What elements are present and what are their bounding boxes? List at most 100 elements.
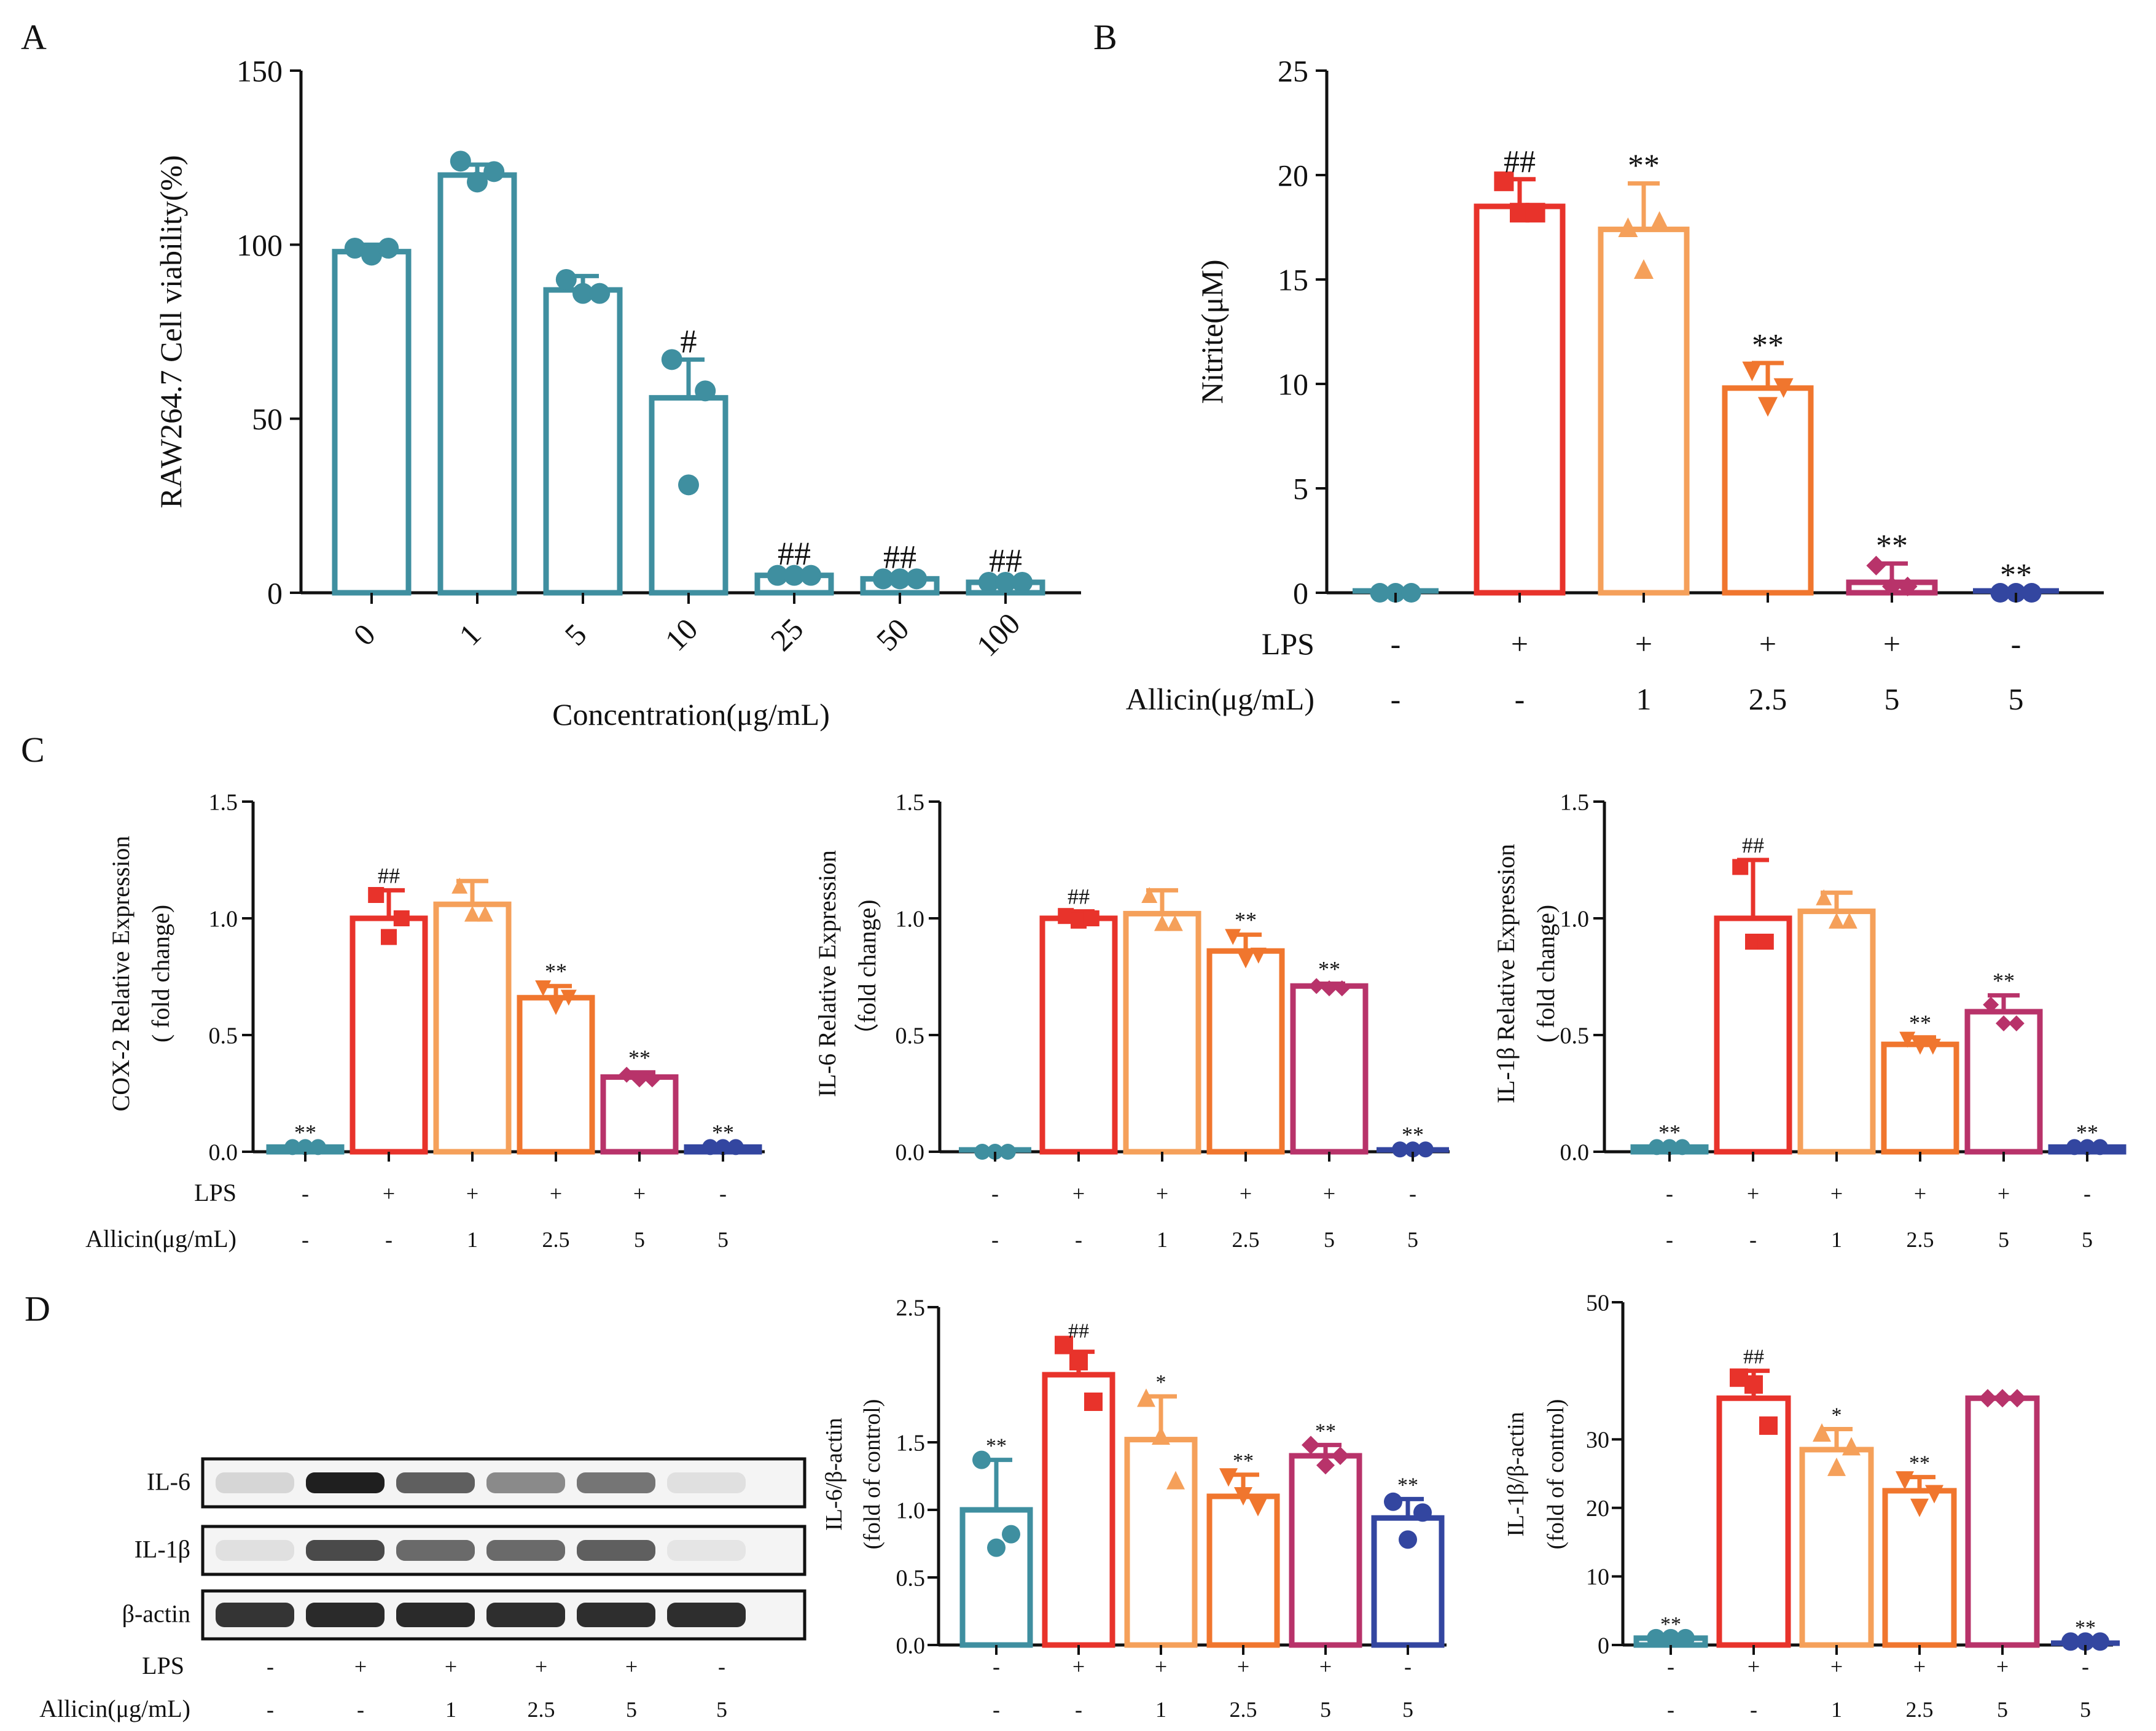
allicin-value: 5 [2009,682,2024,716]
y-tick-label: 5 [1293,472,1308,506]
y-axis-label-secondary: (fold of control) [1543,1399,1569,1550]
blot-band [667,1603,746,1627]
data-point [1662,1139,1678,1155]
allicin-value: - [1075,1227,1082,1252]
data-point [548,999,564,1015]
data-point [1647,1628,1665,1647]
significance-label: ## [1742,833,1764,858]
data-point [872,568,894,590]
significance-label: ** [1318,956,1340,981]
y-tick-label: 1.0 [209,906,238,932]
data-point [1249,1498,1267,1517]
lps-value: + [1998,1181,2010,1206]
significance-label: ## [989,542,1022,579]
significance-label: ** [1658,1120,1681,1144]
chart-d-il1b: 0 10 20 30 50 IL-1β/β-actin (fold of control) *… [1503,1290,2120,1659]
data-point [995,572,1016,593]
lps-value: + [1914,1181,1926,1206]
y-tick-label: 20 [1278,158,1308,193]
allicin-value: - [1750,1697,1757,1722]
allicin-value: - [385,1227,393,1252]
data-point [987,1538,1006,1557]
data-point [1316,1456,1335,1475]
blot-band [396,1472,475,1493]
y-tick-label: 100 [236,228,283,262]
lps-value: - [267,1654,274,1679]
x-tick-label: 1 [452,617,487,652]
lps-value: + [1748,1654,1760,1679]
data-point [2008,1015,2025,1031]
y-tick-label: 1.0 [896,1498,926,1523]
y-tick-label: 1.0 [896,906,925,932]
data-point [393,910,410,926]
allicin-label: Allicin(μg/mL) [1126,682,1314,716]
allicin-value: 2.5 [1232,1227,1260,1252]
data-point [368,887,385,903]
significance-label: ** [1993,968,2015,993]
lps-value: + [1913,1654,1926,1679]
lps-value: + [1319,1654,1332,1679]
panel-label-c: C [21,730,45,770]
lps-value: - [1666,1181,1673,1206]
blot-band-label: IL-1β [135,1536,190,1563]
data-point [619,1066,635,1083]
significance-label: ** [712,1120,734,1144]
significance-label: ## [778,535,811,572]
bar [1124,1437,1198,1648]
y-axis-label-secondary: （fold change) [853,899,881,1047]
lps-value: + [1240,1181,1252,1206]
significance-label: ** [1909,1452,1930,1475]
significance-label: ** [986,1435,1007,1458]
data-point [1238,952,1254,969]
data-point [1401,583,1421,603]
data-point [477,905,493,922]
allicin-value: 5 [1324,1227,1335,1252]
chart-a: 0 50 100 150 RAW264.7 Cell viability(%) 0 1 5 #1… [154,54,1081,732]
data-point [1649,1139,1665,1155]
bar [1474,203,1566,596]
data-point [1978,1389,1997,1408]
allicin-value: - [1667,1697,1674,1722]
y-axis-label-secondary: ( fold change) [147,905,174,1042]
data-point [560,990,577,1006]
data-point [1759,1416,1778,1435]
data-point [1494,171,1514,192]
allicin-value: 5 [1407,1227,1418,1252]
allicin-value: 5 [1320,1697,1331,1722]
y-axis-label: COX-2 Relative Expression [107,836,135,1112]
data-point [1866,555,1886,576]
lps-value: + [1072,1654,1085,1679]
data-point [1758,397,1778,417]
data-point [1234,1487,1252,1506]
significance-label: ** [1660,1613,1681,1636]
lps-value: + [550,1181,562,1206]
lps-label: LPS [142,1652,184,1679]
lps-value: - [1404,1654,1412,1679]
y-tick-label: 0.0 [896,1633,926,1659]
significance-label: ## [1068,1320,1089,1343]
western-blot: IL-6 IL-1β β-actin - - + - +1 +2.5 +5 - 5 LPS Allicin… [39,1457,807,1722]
significance-label: # [681,322,697,359]
bar [1123,910,1201,1155]
lps-value: + [535,1654,547,1679]
y-tick-label: 0.5 [209,1023,238,1049]
data-point [1757,934,1774,950]
allicin-value: 1 [1636,682,1652,716]
blot-band [306,1540,385,1561]
significance-label: ** [1397,1474,1418,1496]
bar [1965,1395,2040,1648]
allicin-value: 2.5 [1230,1697,1257,1722]
data-point [727,1139,744,1155]
data-point [1308,978,1325,994]
lps-value: + [383,1181,395,1206]
data-point [1331,1447,1349,1465]
data-point [906,568,928,590]
data-point [889,568,910,590]
data-point [702,1139,719,1155]
data-point [381,929,397,945]
bar [1722,385,1814,596]
lps-label: LPS [1262,627,1314,661]
data-point [1321,980,1337,996]
bar [1881,1041,1959,1155]
